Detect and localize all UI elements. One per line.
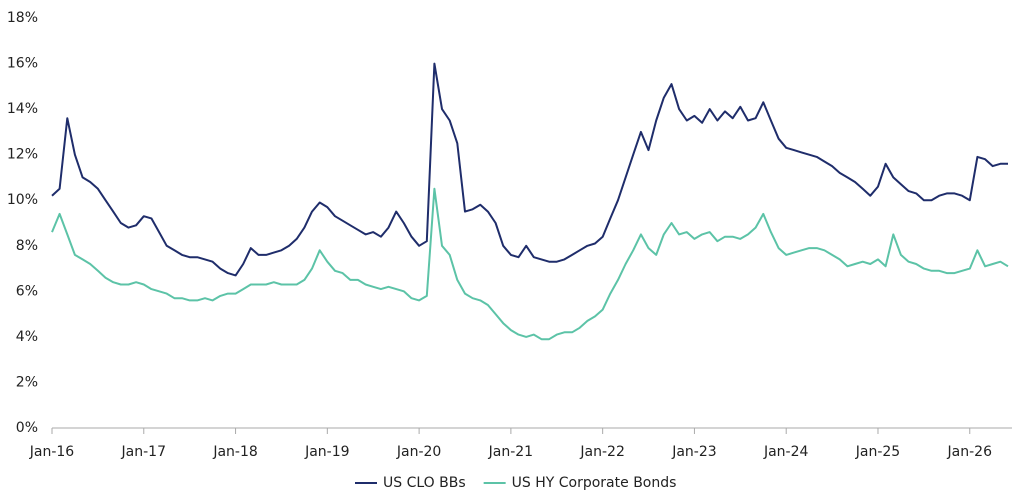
- series-line: [51, 187, 1009, 341]
- series-line: [51, 62, 1008, 277]
- y-tick-label: 2%: [16, 374, 38, 390]
- x-tick-label: Jan-19: [304, 444, 349, 460]
- y-tick-label: 4%: [16, 329, 38, 345]
- y-tick-label: 14%: [7, 101, 38, 117]
- x-tick-label: Jan-18: [212, 444, 257, 460]
- legend-label: US CLO BBs: [383, 475, 466, 491]
- y-tick-label: 10%: [7, 192, 38, 208]
- y-tick-label: 12%: [7, 147, 38, 163]
- y-tick-label: 6%: [16, 283, 38, 299]
- x-tick-label: Jan-22: [579, 444, 624, 460]
- legend-label: US HY Corporate Bonds: [512, 475, 677, 491]
- x-tick-label: Jan-20: [396, 444, 441, 460]
- x-tick-label: Jan-17: [121, 444, 166, 460]
- y-tick-label: 8%: [16, 238, 38, 254]
- x-tick-label: Jan-25: [855, 444, 900, 460]
- x-tick-label: Jan-21: [488, 444, 533, 460]
- x-tick-label: Jan-16: [29, 444, 75, 460]
- y-tick-label: 0%: [16, 420, 38, 436]
- x-tick-label: Jan-23: [671, 444, 716, 460]
- x-tick-label: Jan-26: [947, 444, 993, 460]
- y-tick-label: 18%: [7, 10, 38, 26]
- x-tick-label: Jan-24: [763, 444, 809, 460]
- y-tick-label: 16%: [7, 56, 38, 72]
